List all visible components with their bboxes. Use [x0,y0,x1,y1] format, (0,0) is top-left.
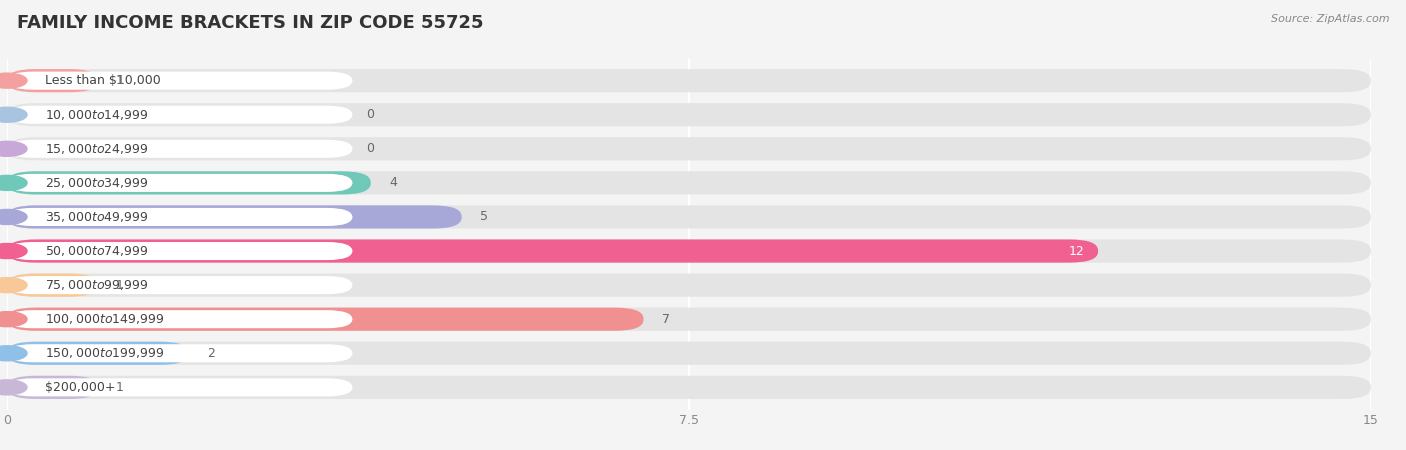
FancyBboxPatch shape [7,308,1371,331]
Text: $75,000 to $99,999: $75,000 to $99,999 [45,278,149,292]
Text: 1: 1 [117,381,124,394]
Text: Source: ZipAtlas.com: Source: ZipAtlas.com [1271,14,1389,23]
Text: $35,000 to $49,999: $35,000 to $49,999 [45,210,149,224]
FancyBboxPatch shape [7,342,1371,365]
Text: $150,000 to $199,999: $150,000 to $199,999 [45,346,165,360]
Circle shape [0,73,27,88]
Circle shape [0,107,27,122]
Text: 7: 7 [662,313,669,326]
Circle shape [0,243,27,259]
Circle shape [0,141,27,156]
Circle shape [0,176,27,190]
FancyBboxPatch shape [7,242,353,260]
Circle shape [0,209,27,225]
Text: $25,000 to $34,999: $25,000 to $34,999 [45,176,149,190]
Text: 1: 1 [117,279,124,292]
Circle shape [0,380,27,395]
Circle shape [0,312,27,327]
FancyBboxPatch shape [7,239,1098,263]
FancyBboxPatch shape [7,174,353,192]
Text: 1: 1 [117,74,124,87]
Text: $100,000 to $149,999: $100,000 to $149,999 [45,312,165,326]
FancyBboxPatch shape [7,274,98,297]
FancyBboxPatch shape [7,171,371,194]
FancyBboxPatch shape [7,137,1371,160]
Text: FAMILY INCOME BRACKETS IN ZIP CODE 55725: FAMILY INCOME BRACKETS IN ZIP CODE 55725 [17,14,484,32]
FancyBboxPatch shape [7,208,353,226]
FancyBboxPatch shape [7,378,353,396]
FancyBboxPatch shape [7,140,353,158]
Text: $50,000 to $74,999: $50,000 to $74,999 [45,244,149,258]
Text: $200,000+: $200,000+ [45,381,115,394]
Text: $10,000 to $14,999: $10,000 to $14,999 [45,108,149,122]
Text: $15,000 to $24,999: $15,000 to $24,999 [45,142,149,156]
FancyBboxPatch shape [7,103,1371,126]
FancyBboxPatch shape [7,69,98,92]
FancyBboxPatch shape [7,310,353,328]
FancyBboxPatch shape [7,106,353,124]
FancyBboxPatch shape [7,69,1371,92]
FancyBboxPatch shape [7,376,1371,399]
Text: Less than $10,000: Less than $10,000 [45,74,160,87]
FancyBboxPatch shape [7,205,461,229]
Text: 0: 0 [366,108,374,121]
Circle shape [0,278,27,292]
FancyBboxPatch shape [7,376,98,399]
FancyBboxPatch shape [7,274,1371,297]
Text: 0: 0 [366,142,374,155]
Text: 12: 12 [1069,244,1084,257]
FancyBboxPatch shape [7,72,353,90]
FancyBboxPatch shape [7,276,353,294]
Text: 4: 4 [389,176,396,189]
Text: 5: 5 [479,211,488,224]
FancyBboxPatch shape [7,308,644,331]
FancyBboxPatch shape [7,344,353,362]
FancyBboxPatch shape [7,205,1371,229]
FancyBboxPatch shape [7,239,1371,263]
Circle shape [0,346,27,361]
FancyBboxPatch shape [7,171,1371,194]
FancyBboxPatch shape [7,342,188,365]
Text: 2: 2 [207,347,215,360]
